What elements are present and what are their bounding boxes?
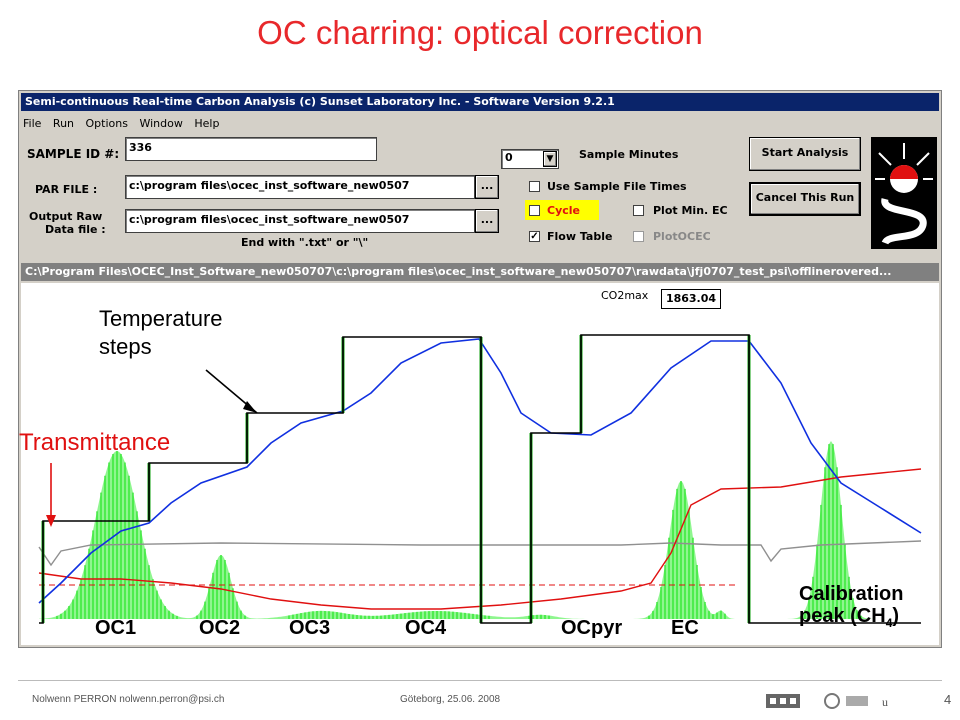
output-label-1: Output Raw xyxy=(29,210,103,223)
co2max-value: 1863.04 xyxy=(661,289,721,309)
window-titlebar: Semi-continuous Real-time Carbon Analysi… xyxy=(21,93,939,111)
footer-rule xyxy=(18,680,942,681)
cycle-highlight xyxy=(525,200,599,220)
page-number: 4 xyxy=(944,692,952,707)
peak-label-oc2: OC2 xyxy=(199,617,241,639)
flow-table-label: Flow Table xyxy=(547,230,613,243)
fid-signal-area xyxy=(39,441,921,619)
menu-help[interactable]: Help xyxy=(194,117,220,130)
svg-text:u: u xyxy=(882,695,888,709)
temperature-arrowhead xyxy=(243,401,257,413)
plot-window-titlebar: C:\Program Files\OCEC_Inst_Software_new0… xyxy=(21,263,939,281)
calibration-label-2: peak (CH4) xyxy=(799,605,900,630)
peak-labels: OC1 OC2 OC3 OC4 OCpyr EC xyxy=(21,617,939,643)
temperature-steps-curve xyxy=(39,334,921,624)
cycle-checkbox[interactable] xyxy=(529,205,540,216)
sample-minutes-value: 0 xyxy=(505,151,513,164)
peak-label-oc1: OC1 xyxy=(95,617,137,639)
flow-table-checkbox[interactable]: ✓ xyxy=(529,231,540,242)
cancel-run-button[interactable]: Cancel This Run xyxy=(749,182,861,216)
sample-id-label: SAMPLE ID #: xyxy=(27,147,120,161)
slide-title: OC charring: optical correction xyxy=(257,14,703,51)
menu-bar: File Run Options Window Help xyxy=(23,117,227,133)
menu-file[interactable]: File xyxy=(23,117,42,130)
temperature-label-1: Temperature xyxy=(99,306,223,331)
footer-author: Nolwenn PERRON nolwenn.perron@psi.ch xyxy=(32,694,225,705)
calibration-peak-annotation: Calibration peak (CH4) xyxy=(799,583,903,634)
peak-label-oc3: OC3 xyxy=(289,617,331,639)
peak-label-ec: EC xyxy=(671,617,699,639)
plot-min-ec-checkbox[interactable] xyxy=(633,205,644,216)
output-file-field[interactable]: c:\program files\ocec_inst_software_new0… xyxy=(125,209,475,233)
temperature-steps-annotation: Temperature steps xyxy=(99,305,223,361)
plot-ocec-label: PlotOCEC xyxy=(653,230,711,243)
co2max-label: CO2max xyxy=(601,289,649,302)
oven-temperature-curve xyxy=(38,338,922,604)
transmittance-annotation: Transmittance xyxy=(19,429,171,456)
output-label-2: Data file : xyxy=(45,223,106,236)
sunset-logo xyxy=(871,137,937,249)
institute-logos: u xyxy=(762,690,922,712)
plot-min-ec-label: Plot Min. EC xyxy=(653,204,728,217)
par-file-label: PAR FILE : xyxy=(35,183,98,196)
transmittance-arrowhead xyxy=(46,515,56,527)
menu-run[interactable]: Run xyxy=(52,117,75,130)
use-sample-file-times-checkbox[interactable] xyxy=(529,181,540,192)
start-analysis-button[interactable]: Start Analysis xyxy=(749,137,861,171)
peak-label-ocpyr: OCpyr xyxy=(561,617,623,639)
par-file-field[interactable]: c:\program files\ocec_inst_software_new0… xyxy=(125,175,475,199)
sunset-logo-icon xyxy=(875,143,933,246)
peak-label-oc4: OC4 xyxy=(405,617,447,639)
thermogram-plot xyxy=(38,334,922,624)
menu-window[interactable]: Window xyxy=(139,117,183,130)
temperature-label-2: steps xyxy=(99,334,152,359)
pressure-curve xyxy=(38,540,922,567)
end-with-hint: End with ".txt" or "\" xyxy=(241,236,369,249)
psi-logo-icon: u xyxy=(766,693,888,709)
app-window: Semi-continuous Real-time Carbon Analysi… xyxy=(18,90,942,648)
plot-ocec-checkbox[interactable] xyxy=(633,231,644,242)
chevron-down-icon[interactable]: ▼ xyxy=(543,151,557,167)
use-sample-file-times-label: Use Sample File Times xyxy=(547,180,687,193)
output-file-browse-button[interactable]: ... xyxy=(475,209,499,233)
sample-id-field[interactable]: 336 xyxy=(125,137,377,161)
par-file-browse-button[interactable]: ... xyxy=(475,175,499,199)
menu-options[interactable]: Options xyxy=(85,117,128,130)
cycle-label: Cycle xyxy=(547,204,580,217)
footer-place: Göteborg, 25.06. 2008 xyxy=(400,694,501,705)
plot-area: CO2max 1863.04 Temperature steps Transmi… xyxy=(19,283,939,645)
sample-minutes-label: Sample Minutes xyxy=(579,148,679,161)
calibration-label-1: Calibration xyxy=(799,583,904,605)
